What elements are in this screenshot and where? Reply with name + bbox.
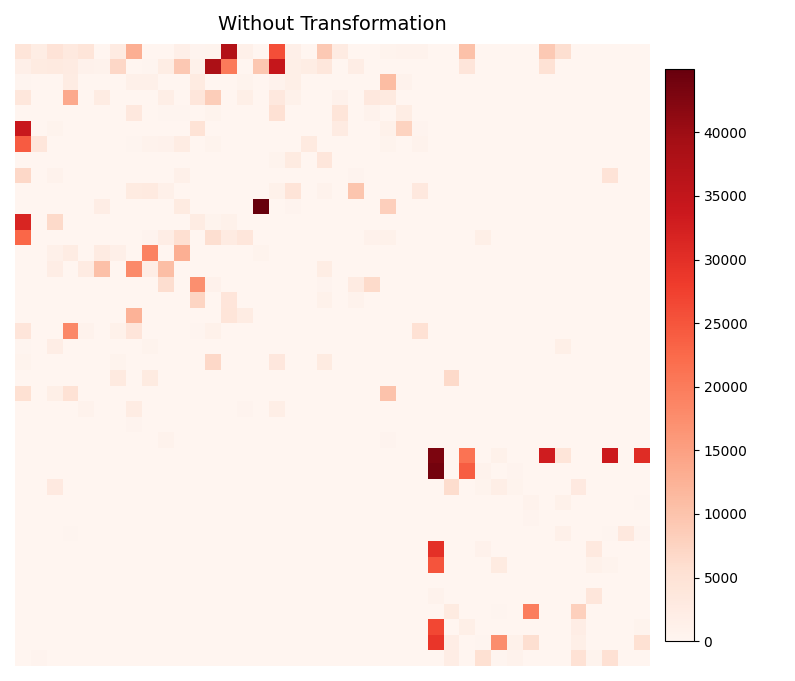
Title: Without Transformation: Without Transformation	[218, 15, 447, 34]
